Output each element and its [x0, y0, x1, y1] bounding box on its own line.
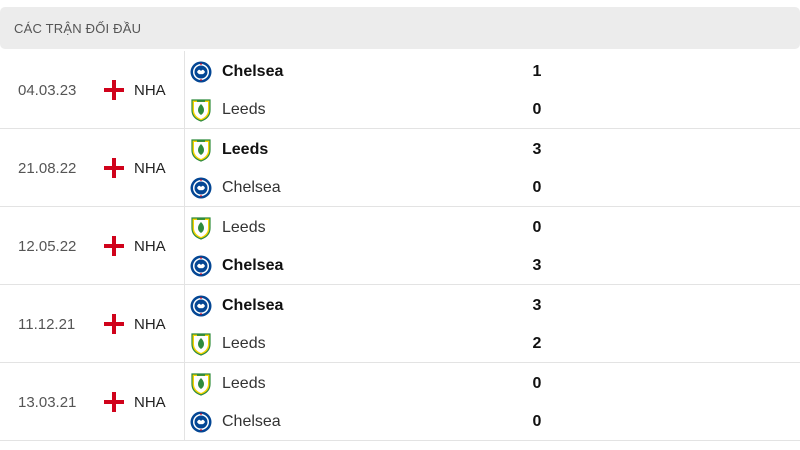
team-name: Chelsea: [222, 178, 281, 196]
team-score: 0: [532, 100, 542, 118]
team-score: 0: [532, 218, 542, 236]
chelsea-crest-icon: [190, 176, 212, 200]
column-divider: [184, 129, 185, 207]
league-code: NHA: [134, 315, 166, 333]
team-row[interactable]: Leeds 0: [190, 364, 550, 403]
team-row[interactable]: Chelsea 3: [190, 286, 550, 325]
league-code: NHA: [134, 81, 166, 99]
column-divider: [184, 285, 185, 363]
leeds-crest-icon: [190, 98, 212, 122]
match-date: 21.08.22: [18, 159, 77, 177]
england-flag-icon: [104, 236, 124, 256]
match-date: 12.05.22: [18, 237, 77, 255]
team-row[interactable]: Chelsea 1: [190, 52, 550, 91]
team-row[interactable]: Chelsea 0: [190, 402, 550, 441]
section-header: CÁC TRẬN ĐỐI ĐẦU: [0, 7, 800, 49]
team-name: Leeds: [222, 218, 266, 236]
team-name: Leeds: [222, 100, 266, 118]
leeds-crest-icon: [190, 372, 212, 396]
team-name: Leeds: [222, 140, 269, 158]
team-row[interactable]: Leeds 2: [190, 324, 550, 363]
league-code: NHA: [134, 393, 166, 411]
team-name: Leeds: [222, 374, 266, 392]
match-row[interactable]: 21.08.22 NHA Leeds 3 Chelsea 0: [0, 129, 800, 207]
team-name: Chelsea: [222, 62, 284, 80]
column-divider: [184, 207, 185, 285]
england-flag-icon: [104, 392, 124, 412]
leeds-crest-icon: [190, 216, 212, 240]
league-code: NHA: [134, 159, 166, 177]
team-score: 1: [532, 62, 542, 80]
column-divider: [184, 363, 185, 441]
match-date: 04.03.23: [18, 81, 77, 99]
league-code: NHA: [134, 237, 166, 255]
chelsea-crest-icon: [190, 410, 212, 434]
match-row[interactable]: 13.03.21 NHA Leeds 0 Chelsea 0: [0, 363, 800, 441]
team-row[interactable]: Leeds 0: [190, 208, 550, 247]
team-name: Chelsea: [222, 296, 284, 314]
chelsea-crest-icon: [190, 294, 212, 318]
match-date: 11.12.21: [18, 315, 76, 333]
england-flag-icon: [104, 314, 124, 334]
team-score: 3: [532, 256, 542, 274]
team-score: 0: [532, 412, 542, 430]
chelsea-crest-icon: [190, 254, 212, 278]
leeds-crest-icon: [190, 138, 212, 162]
team-name: Leeds: [222, 334, 266, 352]
team-score: 0: [532, 374, 542, 392]
column-divider: [184, 51, 185, 129]
team-name: Chelsea: [222, 256, 284, 274]
match-row[interactable]: 11.12.21 NHA Chelsea 3 Leeds 2: [0, 285, 800, 363]
team-name: Chelsea: [222, 412, 281, 430]
england-flag-icon: [104, 158, 124, 178]
team-score: 2: [532, 334, 542, 352]
team-row[interactable]: Chelsea 0: [190, 168, 550, 207]
team-row[interactable]: Leeds 3: [190, 130, 550, 169]
team-score: 0: [532, 178, 542, 196]
match-list: 04.03.23 NHA Chelsea 1 Leeds 0 21.08.22 NHA…: [0, 51, 800, 441]
leeds-crest-icon: [190, 332, 212, 356]
match-row[interactable]: 04.03.23 NHA Chelsea 1 Leeds 0: [0, 51, 800, 129]
team-score: 3: [532, 140, 542, 158]
team-row[interactable]: Leeds 0: [190, 90, 550, 129]
team-score: 3: [532, 296, 542, 314]
chelsea-crest-icon: [190, 60, 212, 84]
team-row[interactable]: Chelsea 3: [190, 246, 550, 285]
england-flag-icon: [104, 80, 124, 100]
match-row[interactable]: 12.05.22 NHA Leeds 0 Chelsea 3: [0, 207, 800, 285]
match-date: 13.03.21: [18, 393, 77, 411]
